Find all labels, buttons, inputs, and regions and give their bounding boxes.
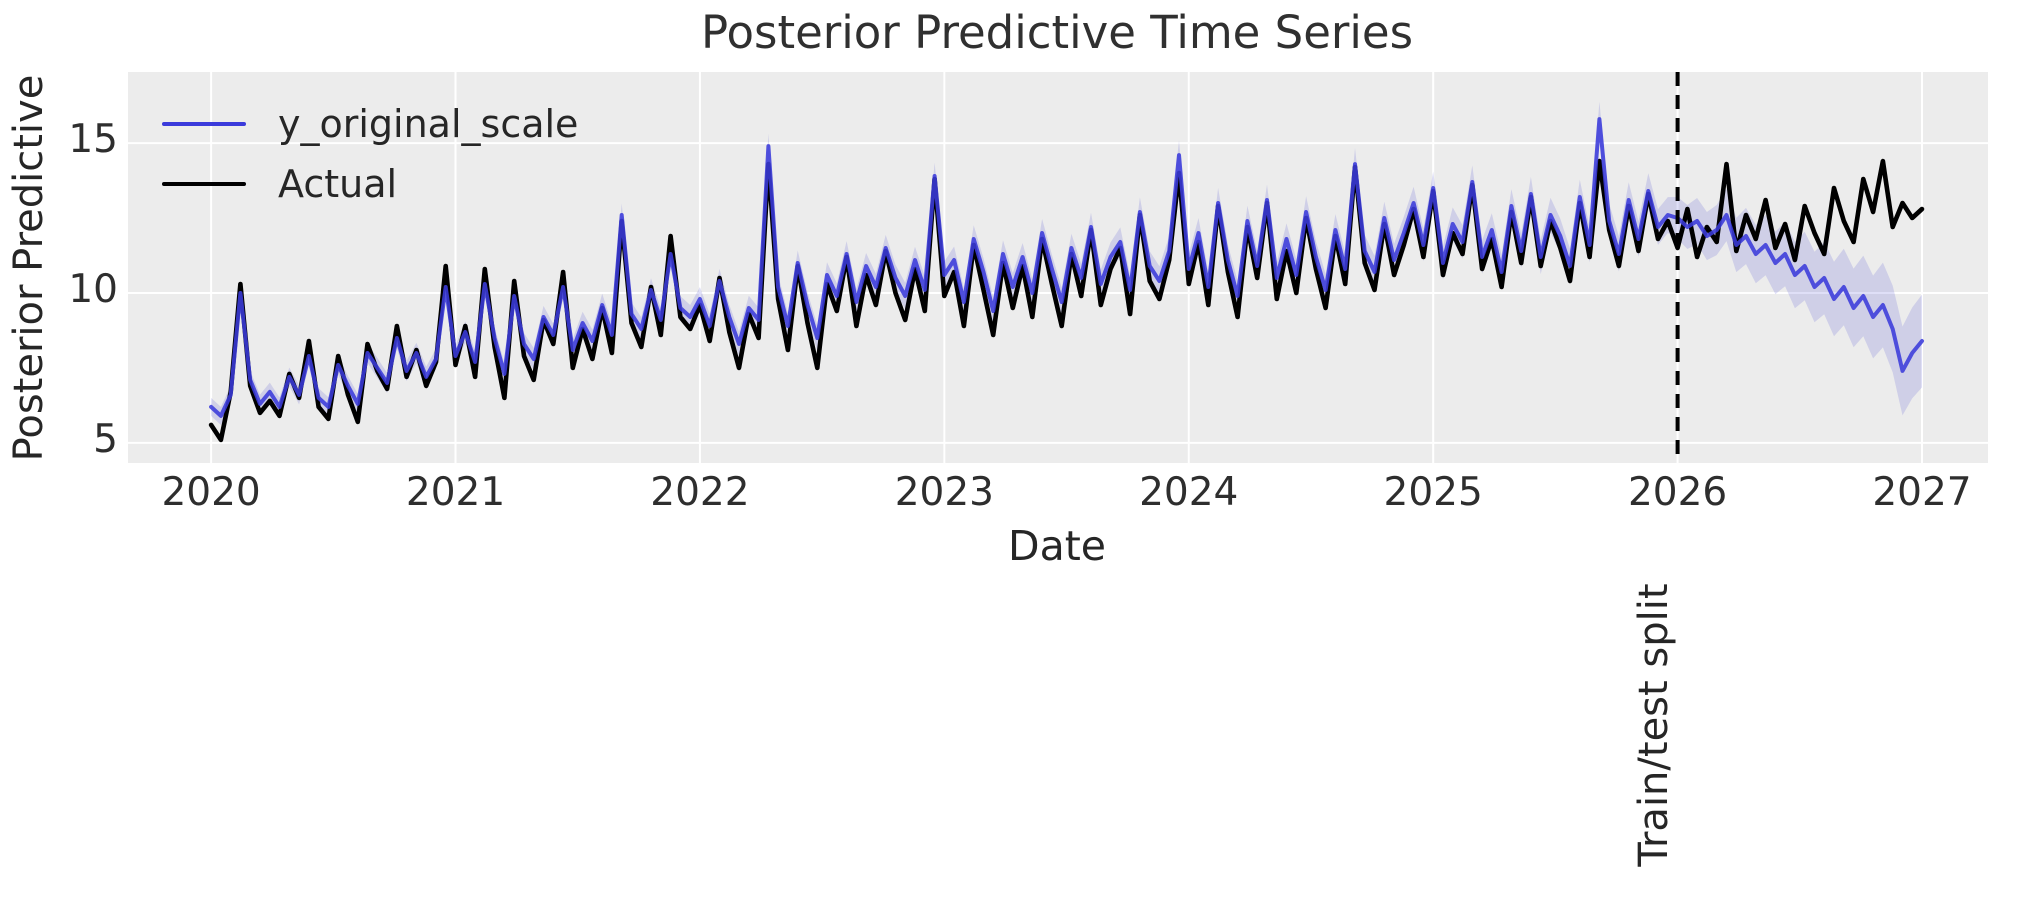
x-tick-label: 2024 bbox=[1139, 470, 1239, 515]
plot-area: y_original_scale Actual bbox=[128, 72, 1988, 463]
x-tick-label: 2021 bbox=[405, 470, 506, 515]
x-tick-label: 2022 bbox=[650, 470, 750, 515]
legend-label-predicted: y_original_scale bbox=[278, 102, 579, 146]
legend-line-sample-predicted bbox=[162, 122, 246, 126]
x-tick-label: 2020 bbox=[161, 470, 261, 515]
actual-line bbox=[208, 158, 1925, 443]
x-axis-label: Date bbox=[1008, 522, 1106, 570]
chart-canvas bbox=[128, 72, 1988, 463]
x-tick-label: 2023 bbox=[894, 470, 994, 515]
x-tick-label: 2025 bbox=[1383, 470, 1483, 515]
uncertainty-band bbox=[211, 101, 1923, 425]
legend-label-actual: Actual bbox=[278, 162, 398, 206]
legend: y_original_scale Actual bbox=[162, 94, 578, 214]
predicted-line bbox=[209, 117, 1924, 418]
legend-item-y-original-scale: y_original_scale bbox=[162, 94, 578, 154]
y-tick-label: 10 bbox=[68, 266, 118, 312]
chart-title: Posterior Predictive Time Series bbox=[700, 6, 1414, 59]
train-test-split-label: Train/test split bbox=[1631, 583, 1677, 867]
x-tick-label: 2027 bbox=[1872, 470, 1972, 515]
y-tick-label: 15 bbox=[68, 117, 118, 163]
legend-line-sample-actual bbox=[162, 181, 246, 187]
legend-item-actual: Actual bbox=[162, 154, 578, 214]
x-tick-label: 2026 bbox=[1627, 470, 1728, 515]
y-tick-label: 5 bbox=[93, 416, 118, 462]
